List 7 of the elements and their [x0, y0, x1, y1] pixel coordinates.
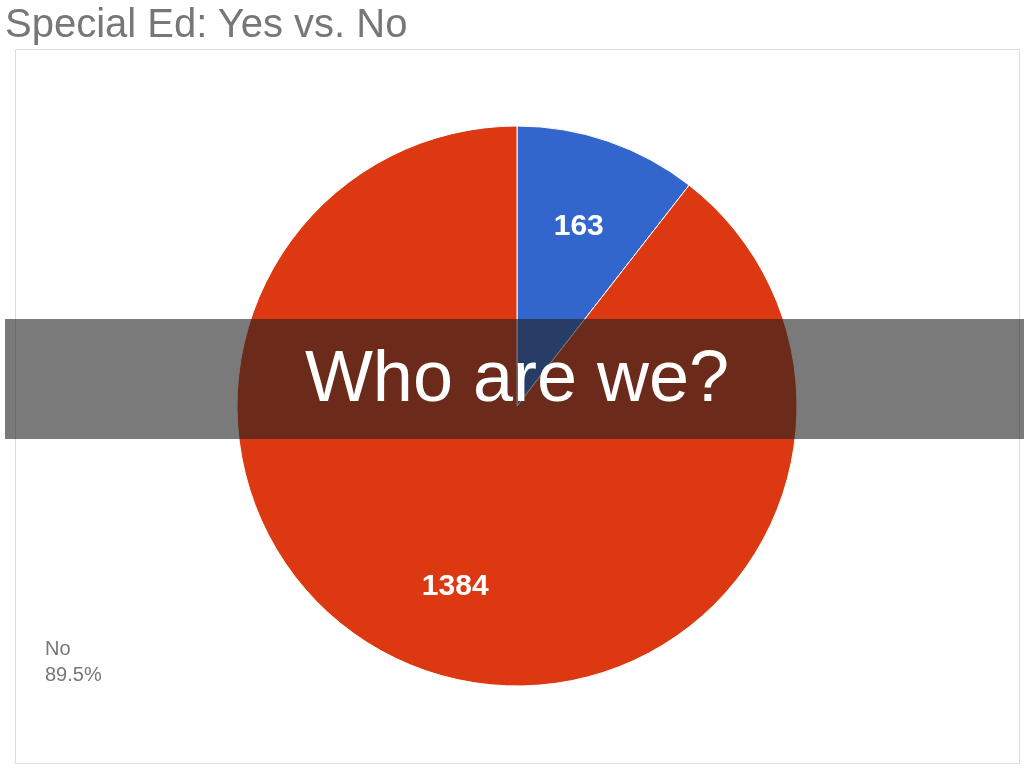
data-label: 163 — [553, 208, 604, 242]
data-label: 1384 — [421, 567, 489, 601]
chart-title: Special Ed: Yes vs. No — [5, 1, 408, 45]
text: Who are we? — [304, 336, 730, 416]
text: 89.5% — [45, 663, 102, 685]
slice-label: No — [45, 637, 71, 659]
pie-slice — [236, 125, 798, 687]
